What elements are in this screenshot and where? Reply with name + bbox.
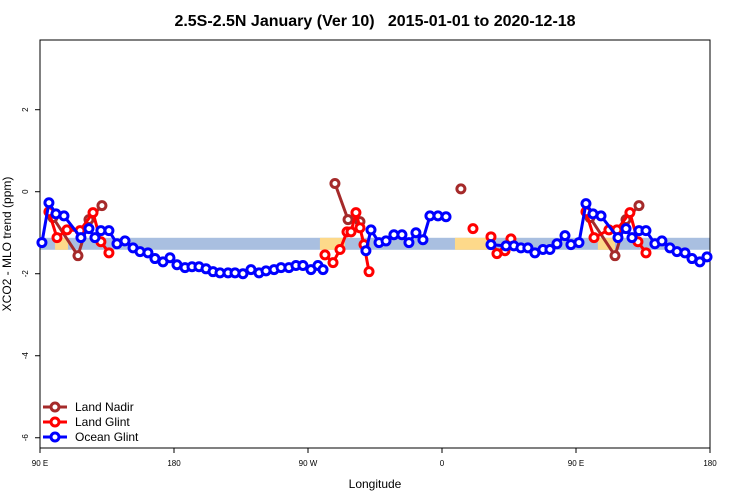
data-point (551, 238, 563, 250)
data-point (679, 247, 691, 259)
data-point (365, 224, 377, 236)
data-point (72, 250, 84, 262)
x-tick-label: 90 E (568, 459, 584, 468)
legend-label: Land Glint (75, 415, 130, 429)
data-point (164, 252, 176, 264)
data-point (620, 223, 632, 235)
data-point (103, 225, 115, 237)
legend-marker (49, 401, 61, 413)
land-segment (454, 237, 490, 250)
x-axis-label: Longitude (349, 477, 402, 491)
y-tick-label: 2 (21, 107, 30, 112)
data-point (626, 232, 638, 244)
data-point (317, 264, 329, 276)
data-point (345, 226, 357, 238)
x-tick-label: 0 (440, 459, 445, 468)
y-tick-label: 0 (21, 189, 30, 194)
data-point (297, 260, 309, 272)
data-point (559, 230, 571, 242)
data-point (237, 268, 249, 280)
data-point (410, 227, 422, 239)
data-point (87, 207, 99, 219)
legend-label: Land Nadir (75, 400, 134, 414)
data-point (485, 239, 497, 251)
data-point (83, 223, 95, 235)
x-tick-label: 180 (703, 459, 717, 468)
data-point (319, 249, 331, 261)
data-point (612, 232, 624, 244)
data-point (61, 224, 73, 236)
data-point (43, 197, 55, 209)
legend-marker (49, 431, 61, 443)
data-point (640, 225, 652, 237)
legend-label: Ocean Glint (75, 430, 139, 444)
data-point (701, 251, 713, 263)
data-point (544, 244, 556, 256)
data-point (103, 247, 115, 259)
data-point (656, 235, 668, 247)
data-point (119, 235, 131, 247)
x-tick-label: 180 (167, 459, 181, 468)
data-point (609, 250, 621, 262)
data-point (522, 242, 534, 254)
legend-marker (49, 416, 61, 428)
data-point (354, 222, 366, 234)
data-point (75, 232, 87, 244)
data-point (467, 223, 479, 235)
data-point (342, 214, 354, 226)
data-point (380, 235, 392, 247)
data-point (640, 247, 652, 259)
data-point (360, 245, 372, 257)
data-point (588, 232, 600, 244)
data-point (363, 266, 375, 278)
data-point (51, 232, 63, 244)
data-point (396, 229, 408, 241)
data-point (58, 210, 70, 222)
y-tick-label: -4 (21, 352, 30, 360)
data-point (573, 237, 585, 249)
x-tick-label: 90 E (32, 459, 48, 468)
data-point (36, 237, 48, 249)
chart-title: 2.5S-2.5N January (Ver 10) 2015-01-01 to… (174, 13, 575, 30)
data-point (350, 207, 362, 219)
data-point (595, 210, 607, 222)
data-point (417, 234, 429, 246)
data-point (633, 200, 645, 212)
data-point (694, 256, 706, 268)
data-point (403, 237, 415, 249)
data-point (624, 207, 636, 219)
data-point (440, 211, 452, 223)
data-point (580, 198, 592, 210)
data-point (329, 178, 341, 190)
y-tick-label: -6 (21, 434, 30, 442)
data-point (96, 200, 108, 212)
data-point (142, 247, 154, 259)
x-tick-label: 90 W (299, 459, 318, 468)
y-tick-label: -2 (21, 270, 30, 278)
data-point (455, 183, 467, 195)
data-point (89, 232, 101, 244)
y-axis-label: XCO2 - MLO trend (ppm) (0, 177, 14, 312)
data-point (334, 244, 346, 256)
data-point (327, 257, 339, 269)
